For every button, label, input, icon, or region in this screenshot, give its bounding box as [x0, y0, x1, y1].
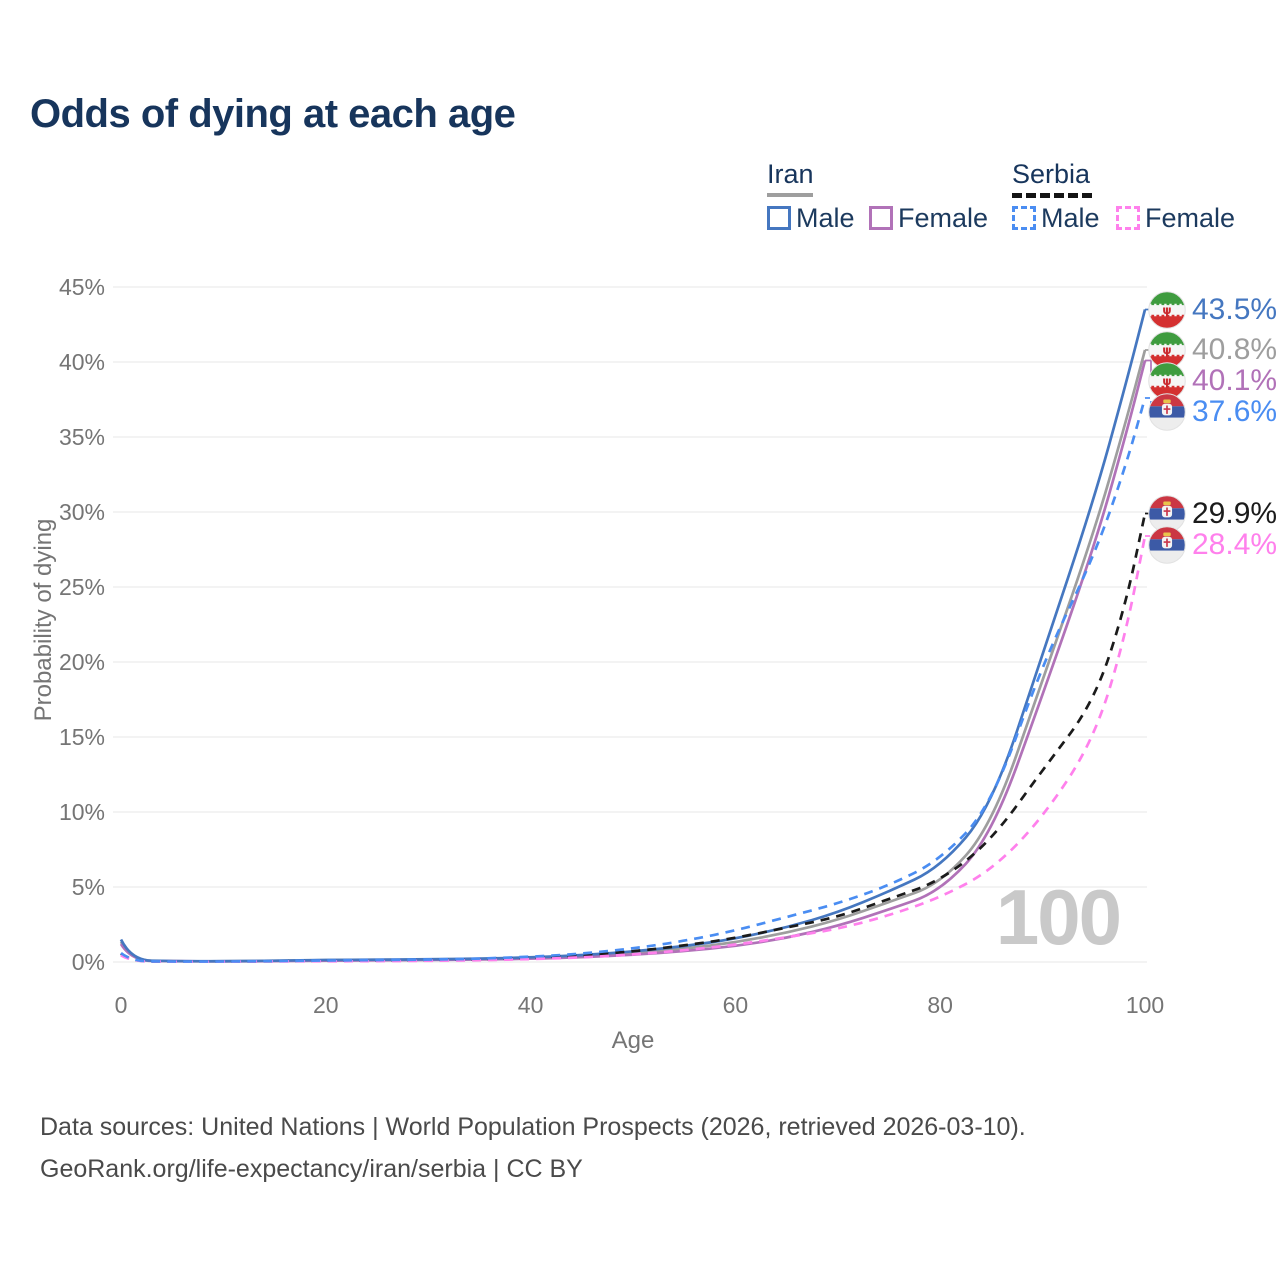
serbia-flag-icon — [1148, 393, 1186, 431]
series-line-serbia-female — [120, 535, 1147, 964]
end-value-label-serbia-male: 37.6% — [1192, 395, 1278, 428]
legend-group-iran-label: Iran — [767, 159, 814, 189]
legend-group-serbia-label: Serbia — [1012, 159, 1091, 189]
iran-line-style-swatch — [767, 193, 813, 197]
x-tick-label: 100 — [1125, 992, 1165, 1018]
legend-label: Male — [796, 202, 855, 233]
footer-source-line: Data sources: United Nations | World Pop… — [40, 1113, 1026, 1141]
y-tick-label: 10% — [58, 799, 105, 825]
legend-label: Female — [1145, 202, 1236, 233]
iran-male-swatch-icon — [767, 206, 791, 230]
age-counter-watermark: 100 — [995, 873, 1122, 961]
x-tick-label: 40 — [517, 992, 544, 1018]
end-value-label-serbia-both: 29.9% — [1192, 496, 1278, 530]
serbia-flag-icon — [1148, 525, 1186, 564]
series-line-iran-both — [119, 349, 1147, 963]
x-tick-label: 80 — [927, 992, 953, 1018]
y-tick-label: 5% — [71, 874, 105, 900]
legend-item-iran-female[interactable]: Female — [869, 203, 988, 233]
iran-flag: ψ — [1148, 290, 1186, 329]
series-line-iran-male — [119, 309, 1147, 963]
legend-label: Female — [898, 202, 989, 233]
legend-group-iran: Iran — [767, 160, 814, 197]
end-value-label-iran-male: 43.5% — [1192, 292, 1278, 326]
legend-item-serbia-female[interactable]: Female — [1116, 203, 1235, 233]
legend-item-iran-male[interactable]: Male — [767, 203, 855, 233]
serbia-flag — [1148, 525, 1186, 564]
series-line-serbia-male — [120, 397, 1147, 963]
footer-url-line: GeoRank.org/life-expectancy/iran/serbia … — [40, 1155, 583, 1183]
serbia-flag — [1148, 393, 1186, 431]
y-tick-label: 20% — [58, 649, 105, 675]
page-title: Odds of dying at each age — [30, 92, 516, 136]
data-source-footer: Data sources: United Nations | World Pop… — [40, 1106, 1026, 1190]
svg-text:ψ: ψ — [1162, 302, 1171, 316]
y-tick-label: 15% — [58, 724, 105, 750]
end-value-label-iran-female: 40.1% — [1192, 364, 1278, 397]
x-tick-label: 0 — [114, 992, 128, 1018]
serbia-male-swatch-icon — [1012, 206, 1036, 230]
end-value-label-serbia-female: 28.4% — [1192, 527, 1278, 561]
x-tick-label: 60 — [722, 992, 749, 1018]
svg-text:ψ: ψ — [1162, 374, 1171, 388]
serbia-line-style-swatch — [1012, 193, 1092, 198]
end-value-label-iran-both: 40.8% — [1192, 333, 1278, 366]
serbia-female-swatch-icon — [1116, 206, 1140, 230]
y-tick-label: 45% — [58, 274, 105, 300]
x-axis-title: Age — [611, 1027, 655, 1054]
y-tick-label: 40% — [58, 349, 105, 375]
x-tick-label: 20 — [313, 992, 339, 1018]
y-tick-label: 0% — [71, 949, 105, 975]
y-tick-label: 30% — [58, 499, 105, 525]
svg-text:ψ: ψ — [1162, 343, 1171, 357]
iran-flag-icon: ψ — [1148, 290, 1186, 329]
y-tick-label: 35% — [58, 424, 105, 450]
y-tick-label: 25% — [58, 574, 105, 600]
series-line-iran-female — [119, 360, 1147, 963]
legend-group-serbia: Serbia — [1012, 160, 1092, 198]
legend-label: Male — [1041, 202, 1100, 233]
iran-female-swatch-icon — [869, 206, 893, 230]
legend-item-serbia-male[interactable]: Male — [1012, 203, 1100, 233]
